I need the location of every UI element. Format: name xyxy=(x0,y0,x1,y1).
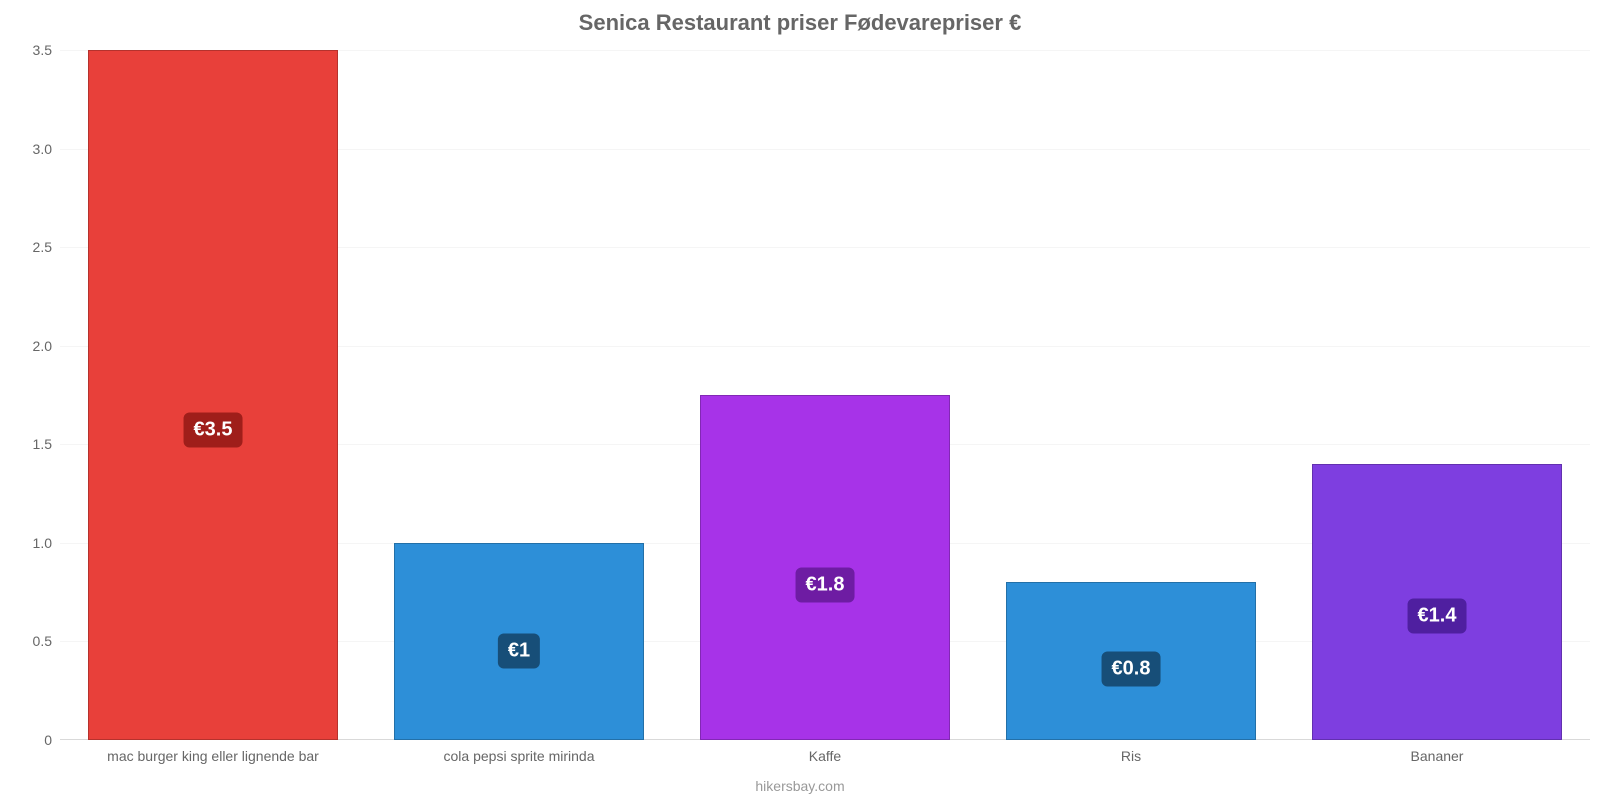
chart-title: Senica Restaurant priser Fødevarepriser … xyxy=(0,0,1600,42)
y-tick-label: 1.5 xyxy=(33,436,60,452)
value-badge: €0.8 xyxy=(1102,652,1161,687)
y-tick-label: 2.0 xyxy=(33,338,60,354)
chart-container: Senica Restaurant priser Fødevarepriser … xyxy=(0,0,1600,800)
y-tick-label: 0.5 xyxy=(33,633,60,649)
plot-area: 00.51.01.52.02.53.03.5€3.5mac burger kin… xyxy=(60,50,1590,740)
bar xyxy=(88,50,339,740)
value-badge: €3.5 xyxy=(184,412,243,447)
x-tick-label: Bananer xyxy=(1411,740,1464,764)
x-tick-label: cola pepsi sprite mirinda xyxy=(444,740,595,764)
value-badge: €1.4 xyxy=(1408,598,1467,633)
y-tick-label: 3.0 xyxy=(33,141,60,157)
x-tick-label: Ris xyxy=(1121,740,1141,764)
attribution-text: hikersbay.com xyxy=(0,778,1600,794)
y-tick-label: 2.5 xyxy=(33,239,60,255)
value-badge: €1 xyxy=(498,634,540,669)
value-badge: €1.8 xyxy=(796,567,855,602)
y-tick-label: 0 xyxy=(44,732,60,748)
y-tick-label: 1.0 xyxy=(33,535,60,551)
x-tick-label: mac burger king eller lignende bar xyxy=(107,740,319,764)
x-tick-label: Kaffe xyxy=(809,740,841,764)
y-tick-label: 3.5 xyxy=(33,42,60,58)
